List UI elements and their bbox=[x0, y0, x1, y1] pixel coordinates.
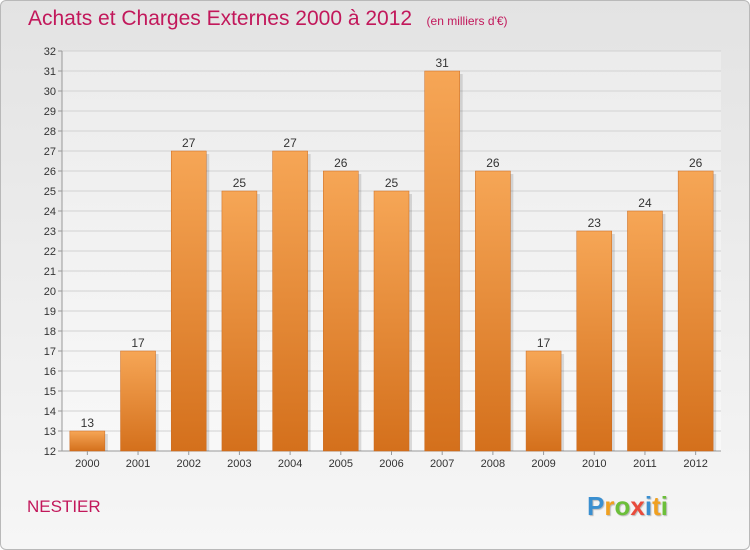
y-tick-label: 21 bbox=[44, 266, 56, 278]
bar bbox=[272, 150, 308, 452]
y-tick-label: 15 bbox=[44, 386, 56, 398]
y-tick-label: 31 bbox=[44, 66, 56, 78]
bar-value-label: 26 bbox=[689, 156, 703, 170]
bar-value-label: 26 bbox=[486, 156, 500, 170]
bar bbox=[323, 170, 359, 452]
x-tick-label: 2005 bbox=[329, 458, 353, 470]
x-tick-label: 2010 bbox=[582, 458, 606, 470]
x-tick-label: 2007 bbox=[430, 458, 454, 470]
commune-name: NESTIER bbox=[27, 497, 101, 516]
brand-letter: i bbox=[660, 491, 668, 521]
y-tick-label: 24 bbox=[44, 206, 56, 218]
bar bbox=[170, 150, 207, 452]
chart-title: Achats et Charges Externes 2000 à 2012 bbox=[28, 7, 413, 30]
brand-letter: r bbox=[604, 491, 615, 521]
bar bbox=[475, 170, 511, 452]
y-tick-label: 32 bbox=[44, 46, 56, 58]
bar-value-label: 23 bbox=[588, 216, 602, 230]
bar-value-label: 27 bbox=[182, 136, 196, 150]
bar-value-label: 17 bbox=[537, 336, 551, 350]
x-tick-label: 2009 bbox=[531, 458, 555, 470]
brand-letter: i bbox=[644, 491, 653, 521]
bar-value-label: 13 bbox=[81, 416, 95, 430]
x-tick-label: 2003 bbox=[227, 458, 251, 470]
bar bbox=[627, 210, 663, 452]
chart-subtitle: (en milliers d'€) bbox=[426, 14, 508, 28]
brand-letter: x bbox=[630, 491, 645, 521]
x-tick-label: 2004 bbox=[278, 458, 302, 470]
y-tick-label: 30 bbox=[44, 86, 56, 98]
x-tick-label: 2011 bbox=[633, 458, 657, 470]
y-tick-label: 25 bbox=[44, 186, 56, 198]
bar bbox=[221, 190, 258, 452]
bar-value-label: 31 bbox=[436, 56, 450, 70]
bar-value-label: 25 bbox=[233, 176, 247, 190]
bar-value-label: 26 bbox=[334, 156, 348, 170]
y-tick-label: 23 bbox=[44, 226, 56, 238]
brand-letter: t bbox=[652, 491, 661, 521]
bar-value-label: 24 bbox=[638, 196, 652, 210]
bar bbox=[677, 170, 714, 452]
bar bbox=[120, 350, 156, 452]
x-tick-label: 2000 bbox=[75, 458, 99, 470]
x-tick-label: 2006 bbox=[379, 458, 403, 470]
bar-value-label: 25 bbox=[385, 176, 399, 190]
brand-letter: o bbox=[614, 491, 631, 521]
y-tick-label: 12 bbox=[44, 446, 56, 458]
x-tick-label: 2002 bbox=[176, 458, 200, 470]
y-tick-label: 22 bbox=[44, 246, 56, 258]
y-tick-label: 19 bbox=[44, 306, 56, 318]
y-tick-label: 17 bbox=[44, 346, 56, 358]
y-tick-label: 13 bbox=[44, 426, 56, 438]
y-tick-label: 14 bbox=[44, 406, 56, 418]
x-tick-label: 2012 bbox=[683, 458, 707, 470]
x-tick-label: 2001 bbox=[126, 458, 150, 470]
x-tick-label: 2008 bbox=[481, 458, 505, 470]
brand-logo: Proxiti bbox=[587, 491, 668, 522]
y-tick-label: 16 bbox=[44, 366, 56, 378]
bar-value-label: 27 bbox=[283, 136, 297, 150]
y-tick-label: 18 bbox=[44, 326, 56, 338]
bar bbox=[424, 70, 460, 452]
y-tick-label: 26 bbox=[44, 166, 56, 178]
y-tick-label: 20 bbox=[44, 286, 56, 298]
y-tick-label: 27 bbox=[44, 146, 56, 158]
bar bbox=[69, 430, 106, 452]
bar bbox=[373, 190, 410, 452]
bar-value-label: 17 bbox=[131, 336, 145, 350]
bar bbox=[525, 350, 562, 452]
title-row: Achats et Charges Externes 2000 à 2012 (… bbox=[28, 7, 508, 31]
brand-letter: P bbox=[587, 491, 605, 521]
y-tick-label: 28 bbox=[44, 126, 56, 138]
bar bbox=[576, 230, 613, 452]
y-tick-label: 29 bbox=[44, 106, 56, 118]
